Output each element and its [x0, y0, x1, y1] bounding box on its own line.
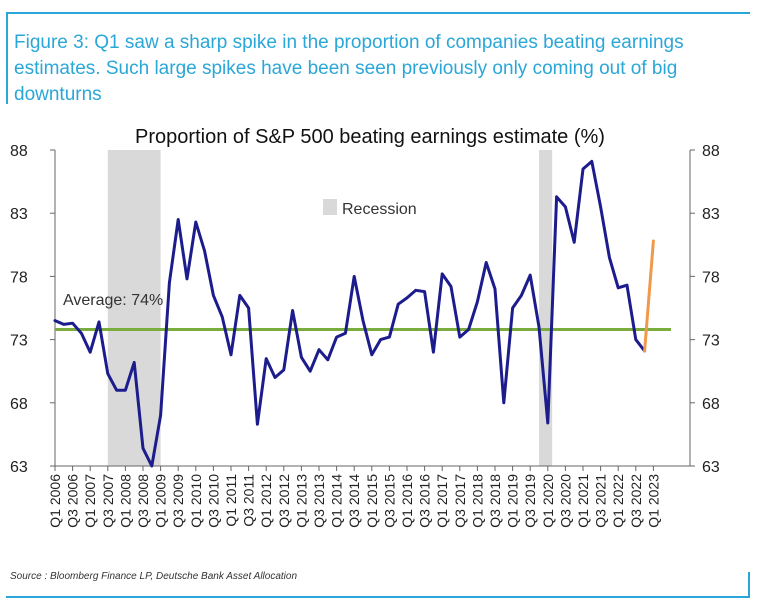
x-tick-label: Q3 2018 [487, 474, 503, 528]
x-tick-label: Q1 2007 [82, 474, 98, 528]
chart-title: Proportion of S&P 500 beating earnings e… [135, 126, 605, 148]
recession-band [539, 150, 553, 466]
x-tick-label: Q3 2015 [381, 474, 397, 528]
x-tick-label: Q3 2009 [170, 474, 186, 528]
y-tick-label-left: 83 [10, 206, 28, 223]
x-tick-label: Q3 2022 [628, 474, 644, 528]
x-tick-label: Q3 2006 [65, 474, 81, 528]
y-tick-label-left: 68 [10, 396, 28, 413]
legend: Recession [323, 199, 417, 218]
y-tick-label-left: 63 [10, 459, 28, 476]
x-tick-label: Q3 2011 [241, 474, 257, 527]
x-tick-label: Q1 2011 [223, 474, 239, 527]
x-tick-label: Q3 2021 [593, 474, 609, 528]
legend-recession-swatch [323, 199, 337, 215]
y-tick-label-left: 78 [10, 269, 28, 286]
x-tick-label: Q1 2009 [153, 474, 169, 528]
x-axis-ticks: Q1 2006 Q3 2006 Q1 2007 Q3 2007 Q1 2008 Q3 20… [47, 474, 661, 528]
x-tick-label: Q3 2008 [135, 474, 151, 528]
x-tick-label: Q3 2020 [557, 474, 573, 528]
y-tick-label-right: 83 [702, 206, 720, 223]
x-tick-label: Q3 2014 [346, 474, 362, 528]
y-tick-label-left: 73 [10, 333, 28, 350]
x-tick-label: Q3 2017 [452, 474, 468, 528]
x-tick-label: Q1 2023 [645, 474, 661, 528]
x-tick-label: Q3 2013 [311, 474, 327, 528]
x-tick-label: Q3 2019 [522, 474, 538, 528]
x-tick-label: Q1 2016 [399, 474, 415, 528]
x-tick-label: Q3 2012 [276, 474, 292, 528]
x-tick-label: Q1 2017 [434, 474, 450, 528]
x-tick-label: Q3 2010 [205, 474, 221, 528]
average-label: Average: 74% [63, 292, 163, 309]
frame-right-rule [748, 572, 750, 598]
y-axis-right-ticks: 63 68 73 78 83 88 [702, 143, 720, 476]
frame-left-rule [6, 12, 8, 104]
x-tick-label: Q1 2015 [364, 474, 380, 528]
x-tick-label: Q1 2021 [575, 474, 591, 528]
x-tick-label: Q1 2014 [329, 474, 345, 528]
x-tick-label: Q1 2008 [117, 474, 133, 528]
x-tick-label: Q3 2007 [100, 474, 116, 528]
series-layer [53, 159, 655, 468]
legend-recession-label: Recession [342, 201, 417, 218]
y-tick-label-left: 88 [10, 143, 28, 160]
series-line-main [53, 159, 647, 468]
y-tick-label-right: 88 [702, 143, 720, 160]
source-note: Source : Bloomberg Finance LP, Deutsche … [10, 571, 298, 582]
x-tick-label: Q1 2006 [47, 474, 63, 528]
series-line-latest [643, 239, 655, 353]
recession-shading [107, 150, 553, 466]
y-tick-label-right: 68 [702, 396, 720, 413]
y-tick-label-right: 63 [702, 459, 720, 476]
y-axis-left-ticks: 63 68 73 78 83 88 [10, 143, 28, 476]
x-tick-label: Q1 2022 [610, 474, 626, 528]
frame-bottom-rule [6, 596, 750, 598]
x-tick-label: Q1 2013 [293, 474, 309, 528]
x-tick-label: Q1 2018 [469, 474, 485, 528]
recession-band [107, 150, 161, 466]
y-tick-label-right: 78 [702, 269, 720, 286]
axes [50, 149, 695, 471]
figure-caption: Figure 3: Q1 saw a sharp spike in the pr… [14, 32, 684, 105]
x-tick-label: Q1 2012 [258, 474, 274, 528]
frame-top-rule [6, 12, 750, 14]
x-tick-label: Q1 2019 [505, 474, 521, 528]
x-tick-label: Q1 2010 [188, 474, 204, 528]
x-tick-label: Q1 2020 [540, 474, 556, 528]
x-tick-label: Q3 2016 [417, 474, 433, 528]
y-tick-label-right: 73 [702, 333, 720, 350]
